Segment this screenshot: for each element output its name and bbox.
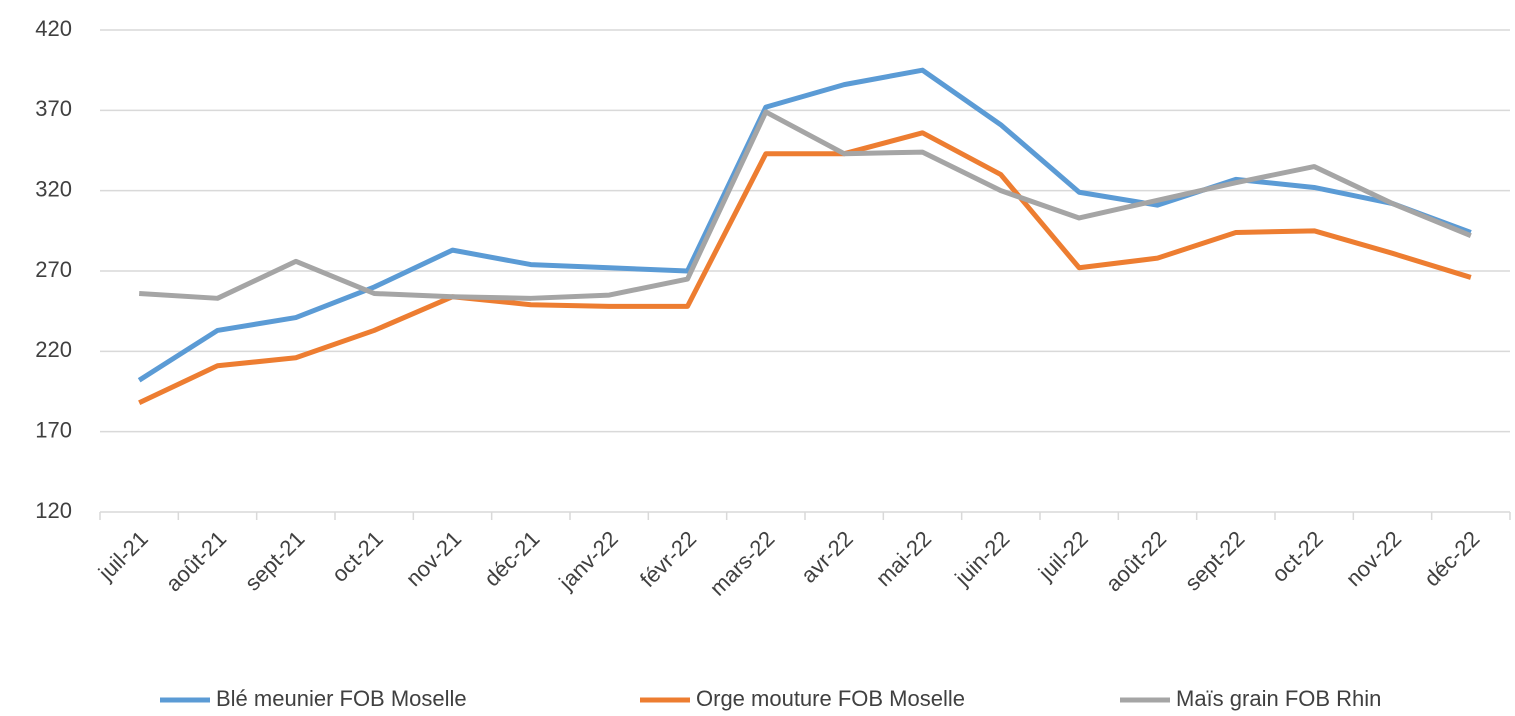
x-tick-label: mai-22	[871, 526, 936, 591]
legend-label: Blé meunier FOB Moselle	[216, 686, 467, 711]
x-tick-label: nov-21	[401, 526, 466, 591]
x-tick-label: déc-21	[479, 526, 544, 591]
x-tick-label: déc-22	[1419, 526, 1484, 591]
x-tick-label: juil-22	[1033, 526, 1093, 586]
x-tick-label: août-21	[161, 526, 231, 596]
y-tick-label: 370	[35, 96, 72, 121]
y-tick-label: 170	[35, 417, 72, 442]
legend-label: Maïs grain FOB Rhin	[1176, 686, 1381, 711]
x-tick-label: nov-22	[1341, 526, 1406, 591]
x-tick-label: oct-21	[327, 526, 388, 587]
x-tick-label: mars-22	[705, 526, 780, 601]
series-line	[139, 109, 1472, 301]
y-tick-label: 320	[35, 176, 72, 201]
x-tick-label: août-22	[1101, 526, 1171, 596]
y-tick-label: 420	[35, 16, 72, 41]
x-tick-label: juil-21	[93, 526, 153, 586]
x-tick-label: sept-22	[1180, 526, 1250, 596]
y-tick-label: 220	[35, 337, 72, 362]
legend-label: Orge mouture FOB Moselle	[696, 686, 965, 711]
y-tick-label: 270	[35, 257, 72, 282]
y-tick-label: 120	[35, 498, 72, 523]
x-tick-label: févr-22	[635, 526, 701, 592]
series-line	[138, 130, 1472, 406]
x-tick-label: oct-22	[1267, 526, 1328, 587]
series-line	[137, 67, 1472, 383]
x-tick-label: janv-22	[553, 526, 622, 595]
x-tick-label: sept-21	[240, 526, 310, 596]
x-tick-label: avr-22	[796, 526, 858, 588]
x-tick-label: juin-22	[949, 526, 1014, 591]
